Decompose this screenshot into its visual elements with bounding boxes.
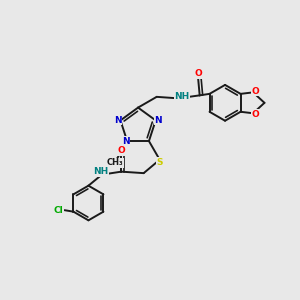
Text: O: O bbox=[194, 69, 202, 78]
Text: CH₃: CH₃ bbox=[107, 158, 124, 167]
Text: O: O bbox=[117, 146, 125, 155]
Text: O: O bbox=[252, 110, 260, 119]
Text: Cl: Cl bbox=[54, 206, 63, 215]
Text: S: S bbox=[156, 158, 163, 166]
Text: N: N bbox=[114, 116, 122, 125]
Text: N: N bbox=[154, 116, 162, 125]
Text: N: N bbox=[122, 136, 130, 146]
Text: NH: NH bbox=[174, 92, 189, 101]
Text: O: O bbox=[252, 87, 260, 96]
Text: NH: NH bbox=[93, 167, 108, 176]
